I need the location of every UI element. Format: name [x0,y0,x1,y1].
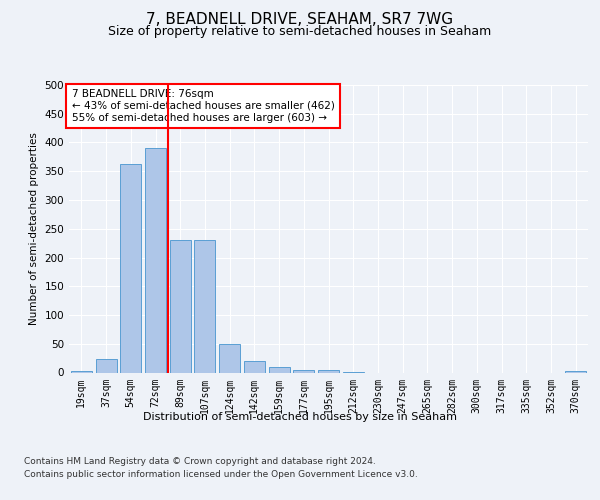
Bar [219,344,240,372]
Bar [170,240,191,372]
Bar [269,367,290,372]
Bar [120,164,141,372]
Bar [293,370,314,372]
Bar [318,370,339,372]
Bar [145,148,166,372]
Text: Distribution of semi-detached houses by size in Seaham: Distribution of semi-detached houses by … [143,412,457,422]
Y-axis label: Number of semi-detached properties: Number of semi-detached properties [29,132,39,325]
Text: 7 BEADNELL DRIVE: 76sqm
← 43% of semi-detached houses are smaller (462)
55% of s: 7 BEADNELL DRIVE: 76sqm ← 43% of semi-de… [71,90,334,122]
Text: 7, BEADNELL DRIVE, SEAHAM, SR7 7WG: 7, BEADNELL DRIVE, SEAHAM, SR7 7WG [146,12,454,28]
Text: Size of property relative to semi-detached houses in Seaham: Size of property relative to semi-detach… [109,25,491,38]
Text: Contains public sector information licensed under the Open Government Licence v3: Contains public sector information licen… [24,470,418,479]
Bar [244,361,265,372]
Text: Contains HM Land Registry data © Crown copyright and database right 2024.: Contains HM Land Registry data © Crown c… [24,458,376,466]
Bar [194,240,215,372]
Bar [95,358,116,372]
